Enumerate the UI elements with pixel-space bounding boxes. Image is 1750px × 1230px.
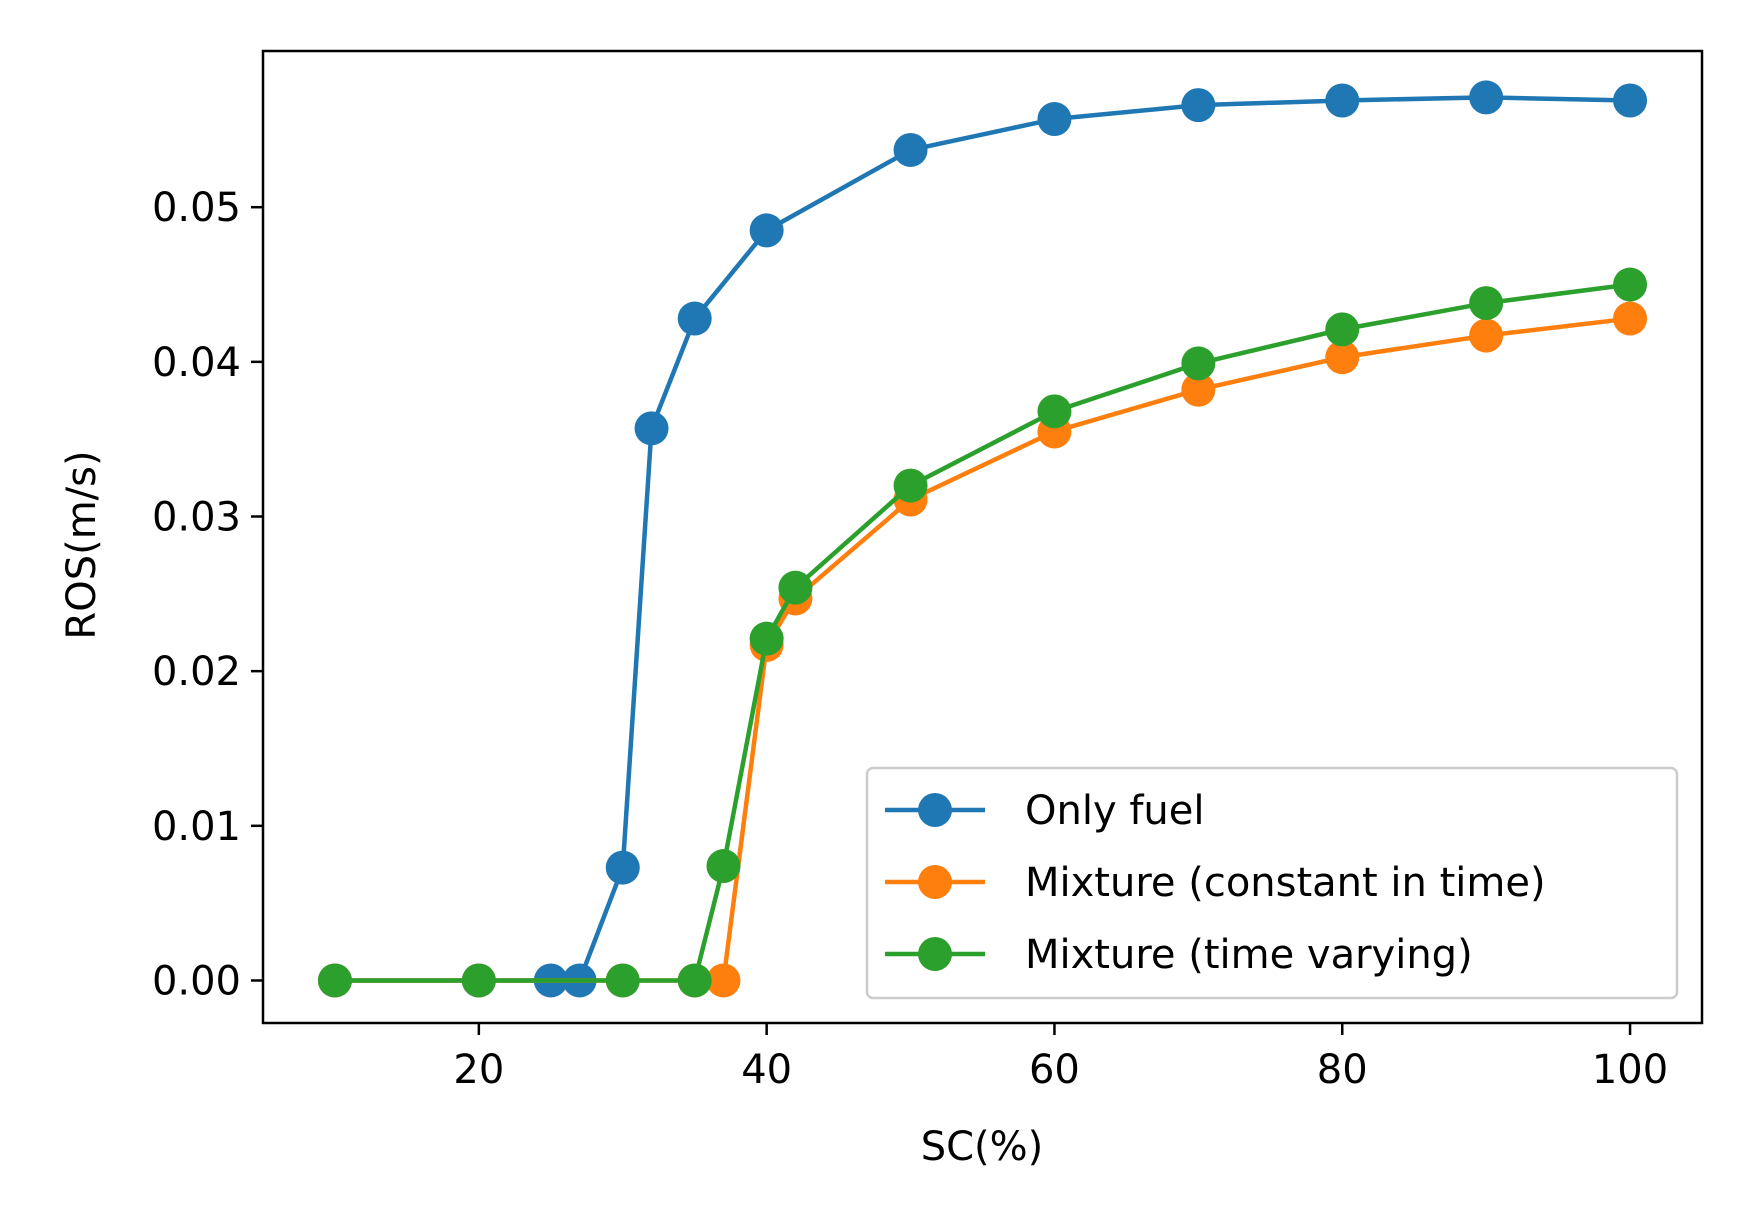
plot-frame: [261, 49, 1704, 1025]
legend-entry: Mixture (time varying): [885, 932, 1473, 978]
legend-entry: Mixture (constant in time): [885, 860, 1546, 906]
legend-swatch-marker: [918, 793, 952, 827]
data-point: [706, 849, 741, 884]
y-tick-label: 0.00: [152, 958, 241, 1004]
x-axis-label: SC(%): [921, 1124, 1044, 1170]
legend: Only fuel Mixture (constant in time) Mixtu…: [865, 766, 1679, 1000]
data-point: [893, 468, 928, 503]
legend-label: Mixture (constant in time): [1025, 860, 1546, 906]
data-point: [1469, 318, 1504, 353]
x-tick-label: 20: [453, 1047, 504, 1093]
x-tick-label: 60: [1029, 1047, 1080, 1093]
data-point: [706, 963, 741, 998]
data-point: [749, 621, 784, 656]
data-point: [1613, 83, 1648, 118]
data-point: [1469, 286, 1504, 321]
data-point: [1325, 312, 1360, 347]
data-point: [1613, 267, 1648, 302]
data-point: [1613, 301, 1648, 336]
data-point: [461, 963, 496, 998]
data-point: [1181, 372, 1216, 407]
y-axis: 0.00 0.01 0.02 0.03 0.04 0.05: [152, 185, 263, 1004]
data-point: [778, 570, 813, 605]
legend-label: Mixture (time varying): [1025, 932, 1473, 978]
data-point: [1037, 102, 1072, 137]
series-1: [317, 80, 1648, 998]
x-axis: 20 40 60 80 100: [453, 1023, 1668, 1093]
y-tick-label: 0.05: [152, 185, 241, 231]
y-tick-label: 0.02: [152, 649, 241, 695]
data-point: [677, 963, 712, 998]
y-tick-label: 0.03: [152, 495, 241, 541]
data-point: [677, 301, 712, 336]
data-point: [1325, 83, 1360, 118]
legend-swatch-marker: [918, 937, 952, 971]
data-point: [1037, 394, 1072, 429]
data-point: [1181, 346, 1216, 381]
data-point: [605, 850, 640, 885]
series-layer: [317, 80, 1648, 998]
data-point: [605, 963, 640, 998]
data-point: [1325, 340, 1360, 375]
data-point: [749, 213, 784, 248]
data-point: [1181, 88, 1216, 123]
legend-entry: Only fuel: [885, 788, 1205, 834]
legend-label: Only fuel: [1025, 788, 1205, 834]
data-point: [634, 411, 669, 446]
legend-box: [865, 766, 1679, 1000]
data-point: [1469, 80, 1504, 115]
x-tick-label: 80: [1317, 1047, 1368, 1093]
data-point: [893, 132, 928, 167]
x-tick-label: 40: [741, 1047, 792, 1093]
x-tick-label: 100: [1592, 1047, 1668, 1093]
data-point: [317, 963, 352, 998]
y-tick-label: 0.04: [152, 340, 241, 386]
series-3: [317, 267, 1648, 998]
y-tick-label: 0.01: [152, 804, 241, 850]
legend-swatch-marker: [918, 865, 952, 899]
y-axis-label: ROS(m/s): [59, 450, 105, 639]
